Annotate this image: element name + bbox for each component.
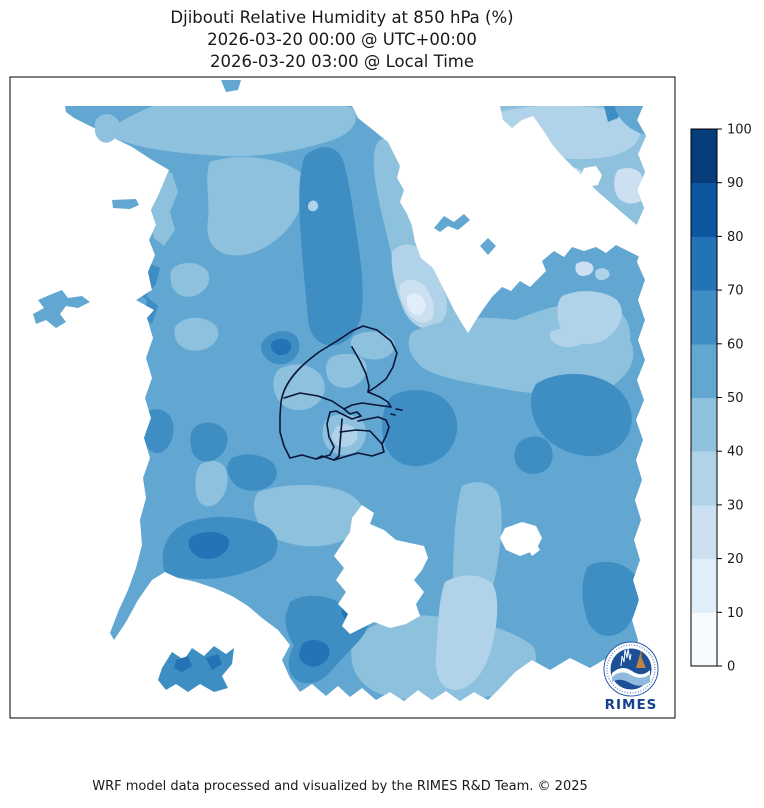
masked-blob-northeast <box>352 106 652 333</box>
colorbar-band-70-80 <box>691 236 717 291</box>
colorbar-tick-label: 90 <box>727 176 744 191</box>
colorbar-tick-label: 20 <box>727 552 744 567</box>
colorbar-tick-label: 70 <box>727 284 744 299</box>
coast-islet <box>390 413 396 416</box>
contour-field <box>33 80 652 701</box>
colorbar-band-80-90 <box>691 182 717 237</box>
figure-subtitle-local: 2026-03-20 03:00 @ Local Time <box>209 52 475 71</box>
colorbar-band-60-70 <box>691 290 717 345</box>
contour-patch <box>480 238 496 255</box>
contour-patch <box>582 561 639 636</box>
colorbar-tick-label: 100 <box>727 123 752 138</box>
colorbar-band-30-40 <box>691 451 717 506</box>
contour-patch <box>575 261 594 276</box>
colorbar: 0 10 20 30 40 50 60 70 80 90 100 <box>690 123 752 675</box>
contour-patch <box>326 353 367 388</box>
colorbar-tick-label: 80 <box>727 230 744 245</box>
logo-seismogram-icon <box>620 648 632 667</box>
contour-patch <box>299 640 330 667</box>
colorbar-tick-label: 50 <box>727 391 744 406</box>
contour-patch <box>530 373 632 457</box>
contour-patch <box>158 646 234 692</box>
colorbar-band-20-30 <box>691 504 717 560</box>
colorbar-tick-label: 60 <box>727 337 744 352</box>
masked-white-regions <box>334 106 652 634</box>
region-border <box>351 346 370 393</box>
map-frame <box>9 76 676 719</box>
figure-subtitle-utc: 2026-03-20 00:00 @ UTC+00:00 <box>207 30 477 49</box>
contour-patch <box>190 422 228 462</box>
contour-patch <box>107 106 356 157</box>
figure-title-block: Djibouti Relative Humidity at 850 hPa (%… <box>0 7 684 73</box>
contour-patch <box>170 262 210 297</box>
contour-islands <box>33 80 496 692</box>
admin-boundaries <box>279 325 403 461</box>
logo-text-ring <box>606 644 656 694</box>
masked-hole-small <box>580 166 602 187</box>
logo-wave-white <box>612 667 650 678</box>
colorbar-band-10-20 <box>691 558 717 613</box>
contour-patch <box>253 484 364 547</box>
contour-patch <box>174 317 219 351</box>
colorbar-tick-label: 0 <box>727 660 735 675</box>
masked-hole-small <box>526 543 540 556</box>
contour-patch <box>139 262 160 324</box>
colorbar-band-90-100 <box>691 129 717 184</box>
contour-patch <box>350 331 395 360</box>
contour-patch <box>112 199 139 209</box>
colorbar-tick-label: 30 <box>727 498 744 513</box>
contour-patch <box>143 409 174 454</box>
contour-patch <box>273 364 325 411</box>
masked-blob-bottom-centre <box>334 505 428 634</box>
colorbar-band-0-10 <box>691 612 717 667</box>
logo-wave-light <box>612 670 650 686</box>
colorbar-tick-label: 10 <box>727 606 744 621</box>
contour-patch <box>33 290 90 328</box>
figure-title: Djibouti Relative Humidity at 850 hPa (%… <box>170 8 514 27</box>
country-outline <box>279 325 398 460</box>
contour-patch <box>188 532 230 560</box>
humidity-map-figure: RIMES 0 10 20 30 40 50 60 70 80 90 100 <box>9 76 752 719</box>
colorbar-tick-label: 40 <box>727 445 744 460</box>
contour-patch <box>299 147 363 346</box>
contour-patch <box>435 575 498 690</box>
contour-patch <box>206 654 222 670</box>
rimes-logo: RIMES <box>603 641 659 713</box>
logo-wordmark: RIMES <box>605 697 658 713</box>
contour-patch <box>549 328 588 348</box>
contour-patch <box>595 268 610 280</box>
contour-patch <box>614 168 642 204</box>
contour-patch <box>94 114 120 143</box>
coast-islet <box>395 408 403 411</box>
contour-patch <box>307 200 319 212</box>
contour-patch <box>613 106 646 136</box>
region-border <box>333 429 385 461</box>
contour-patch <box>221 80 241 92</box>
contour-patch <box>270 338 292 356</box>
contour-patch <box>195 460 228 507</box>
contour-patch <box>227 454 277 491</box>
colorbar-band-40-50 <box>691 397 717 452</box>
contour-patch <box>514 436 553 474</box>
contour-patch <box>434 214 470 232</box>
contour-patch <box>407 293 426 316</box>
contour-patch <box>174 656 192 672</box>
colorbar-band-50-60 <box>691 343 717 398</box>
region-border <box>283 392 345 410</box>
region-border <box>357 416 390 445</box>
footer-credit: WRF model data processed and visualized … <box>92 779 588 794</box>
contour-patch <box>207 157 305 256</box>
